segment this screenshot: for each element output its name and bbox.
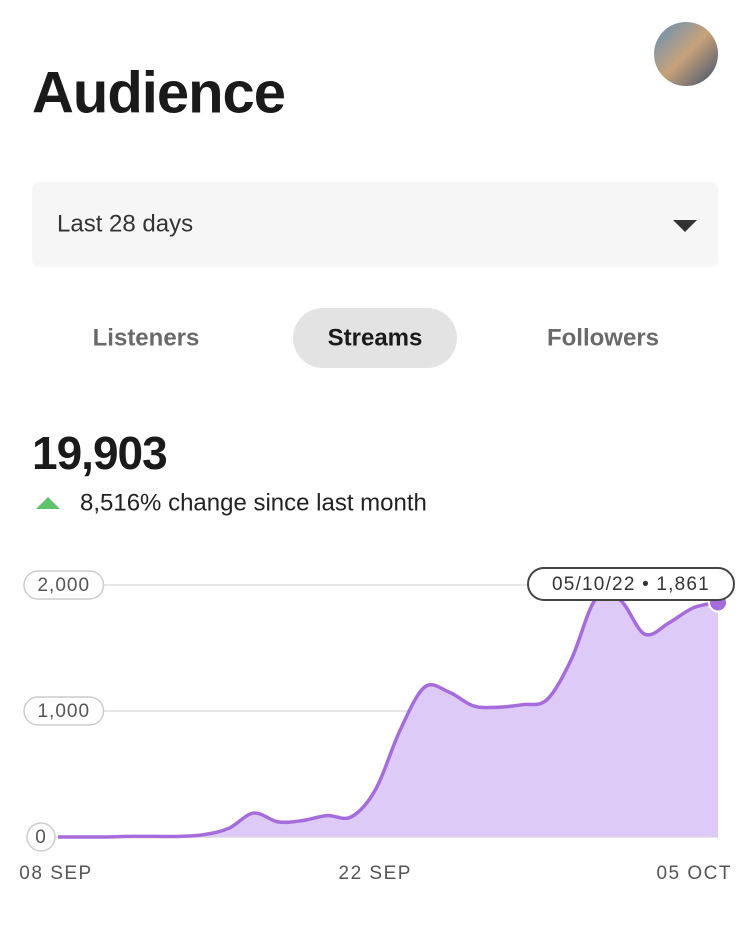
tab-label[interactable]: Followers <box>547 324 659 351</box>
tab-active-bg[interactable] <box>293 308 457 368</box>
y-tick-label: 1,000 <box>37 701 90 722</box>
x-tick-label: 22 SEP <box>339 863 412 884</box>
y-tick-pill <box>23 570 105 600</box>
change-text: 8,516% change since last month <box>80 489 427 516</box>
dropdown-label: Last 28 days <box>57 210 193 237</box>
page-title: Audience <box>32 60 285 125</box>
date-dropdown[interactable] <box>32 182 718 267</box>
x-tick-label: 08 SEP <box>19 863 92 884</box>
y-tick-pill <box>23 696 105 726</box>
area-fill <box>58 593 718 838</box>
tab-label[interactable]: Streams <box>328 324 423 351</box>
y-tick-label: 2,000 <box>37 575 90 596</box>
tooltip-box <box>527 567 735 601</box>
x-tick-label: 05 OCT <box>656 863 732 884</box>
chart: 0 1,000 2,000 08 SEP 22 SEP 05 OCT 05/10/22 • … <box>19 567 735 884</box>
y-tick-pill <box>26 822 56 852</box>
tooltip-text: 05/10/22 • 1,861 <box>552 574 710 595</box>
up-arrow <box>36 497 60 509</box>
avatar[interactable] <box>654 22 718 86</box>
tab-label[interactable]: Listeners <box>93 324 200 351</box>
total-value: 19,903 <box>32 427 167 479</box>
y-tick-label: 0 <box>35 827 47 848</box>
tabs: Listeners Streams Followers <box>93 308 659 368</box>
dropdown-arrow <box>673 220 697 232</box>
